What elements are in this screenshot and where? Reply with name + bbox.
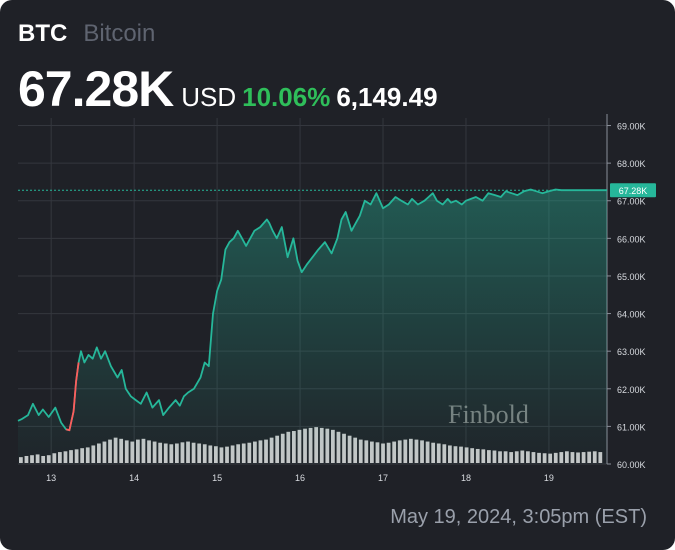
price-line-down-segment (65, 362, 80, 432)
y-tick-label: 69.00K (617, 122, 646, 132)
y-tick-label: 61.00K (617, 422, 646, 432)
current-price-label: 67.28K (619, 186, 648, 196)
y-tick-label: 66.00K (617, 234, 646, 244)
price-line (17, 188, 607, 432)
change-percent: 10.06% (242, 82, 331, 112)
y-tick-label: 67.00K (617, 197, 646, 207)
x-tick-label: 13 (46, 473, 56, 483)
x-tick-label: 19 (544, 473, 554, 483)
current-price-badge (610, 183, 656, 198)
ticker-header: BTC Bitcoin 67.28K USD 10.06% 6,149.49 (18, 20, 655, 117)
y-tick-label: 65.00K (617, 272, 646, 282)
timestamp: May 19, 2024, 3:05pm (EST) (390, 506, 647, 528)
y-tick-label: 68.00K (617, 159, 646, 169)
current-price: 67.28K (18, 61, 174, 117)
y-tick-label: 60.00K (617, 460, 646, 470)
asset-name: Bitcoin (83, 20, 156, 47)
x-tick-label: 16 (295, 473, 305, 483)
currency-label: USD (181, 82, 237, 112)
y-tick-label: 64.00K (617, 310, 646, 320)
x-tick-label: 18 (461, 473, 471, 483)
ticker-symbol: BTC (18, 20, 68, 47)
price-area (18, 189, 607, 464)
y-tick-label: 63.00K (617, 347, 646, 357)
x-tick-label: 15 (212, 473, 222, 483)
y-tick-label: 62.00K (617, 385, 646, 395)
x-tick-label: 14 (129, 473, 139, 483)
x-tick-label: 17 (378, 473, 388, 483)
change-amount: 6,149.49 (336, 82, 438, 112)
